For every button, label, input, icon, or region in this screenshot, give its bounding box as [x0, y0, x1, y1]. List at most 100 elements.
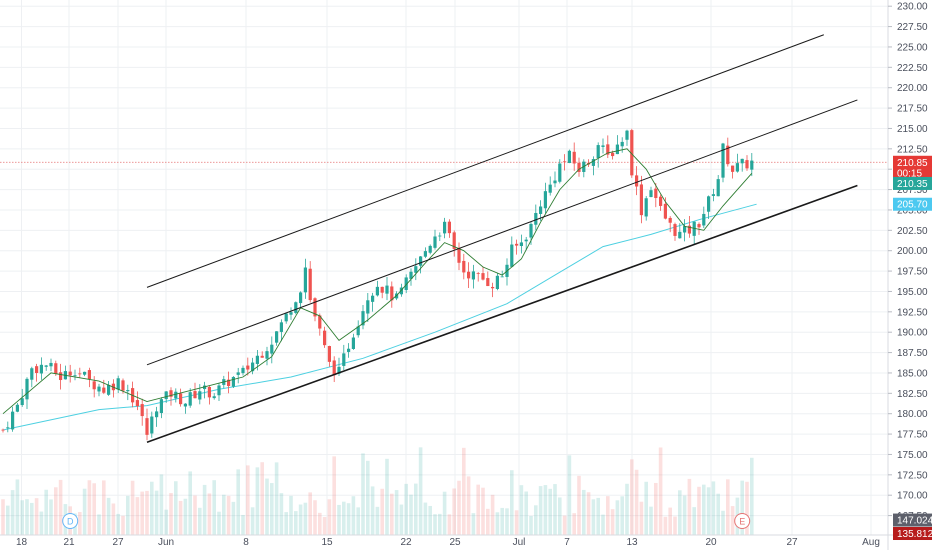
candle [711, 194, 715, 196]
volume-bar [106, 497, 111, 535]
candle [107, 384, 111, 395]
candle [457, 248, 461, 263]
candle [279, 322, 283, 332]
volume-bar [255, 467, 260, 535]
volume-bar [390, 493, 394, 535]
volume-bar [78, 511, 82, 535]
candle [299, 292, 303, 304]
volume-bar [577, 475, 581, 535]
candle [323, 330, 327, 346]
candle [443, 221, 447, 234]
volume-bar [126, 495, 130, 535]
candle [179, 393, 183, 405]
candle [155, 411, 159, 418]
candle [731, 165, 735, 172]
y-tick-label: 217.50 [897, 104, 928, 115]
candle [174, 391, 178, 399]
volume-bar [246, 465, 250, 535]
volume-bar [490, 494, 495, 535]
volume-bar [212, 480, 216, 535]
volume-bar [54, 487, 58, 535]
volume-bar [193, 495, 197, 535]
price-tag: 147.024K [893, 513, 932, 527]
y-tick-label: 192.50 [897, 307, 928, 318]
candle [423, 251, 427, 257]
volume-bar [20, 500, 24, 535]
volume-bar [682, 495, 687, 535]
volume-bar [596, 497, 600, 535]
volume-bar [543, 485, 548, 535]
price-tag-label: 147.024K [897, 516, 932, 527]
candle [44, 365, 48, 367]
candle [308, 268, 312, 301]
volume-bar [726, 479, 730, 535]
candle [97, 386, 101, 392]
candle [102, 387, 106, 393]
price-tag-box [893, 166, 932, 180]
candle [356, 326, 360, 336]
price-tag-label: 205.70 [897, 200, 928, 211]
candle [92, 381, 96, 390]
ma-short-line [2, 148, 753, 415]
candle [347, 348, 351, 352]
candle [203, 385, 207, 390]
volume-bar [231, 501, 236, 535]
candle [183, 403, 187, 407]
volume-bar [87, 480, 92, 535]
candle [30, 368, 34, 380]
candle [83, 371, 87, 375]
volume-bar [548, 488, 552, 535]
candle [452, 232, 456, 249]
candle [683, 226, 687, 233]
candle [217, 385, 221, 396]
candle [591, 159, 595, 166]
volume-bar [476, 484, 480, 535]
candle [687, 225, 691, 234]
candle [375, 286, 379, 296]
event-marker-label: E [739, 517, 745, 527]
volume-bar [327, 499, 332, 535]
volume-bar [462, 447, 466, 535]
x-axis: 18 21 27 Jun 8 15 22 25 Jul 7 13 20 27 Aug [16, 537, 880, 548]
channel-line [146, 184, 858, 443]
volume-bar [346, 503, 351, 535]
volume-bar [639, 501, 644, 535]
candle [275, 331, 279, 343]
candle [332, 360, 336, 376]
candle [639, 184, 643, 216]
volume-bar [260, 462, 264, 535]
volume-bar [630, 459, 634, 535]
volume-bar [198, 507, 202, 535]
candle [289, 312, 293, 315]
candle [462, 260, 466, 273]
candle [572, 151, 576, 164]
y-tick-label: 212.50 [897, 144, 928, 155]
candle [668, 217, 672, 223]
volume-bar [250, 507, 255, 535]
volume-bar [601, 514, 605, 535]
volume-bar [702, 484, 706, 535]
candle [20, 398, 24, 406]
volume-bar [414, 483, 418, 535]
candle [54, 363, 58, 374]
candle [361, 311, 365, 326]
volume-bar [15, 479, 20, 535]
volume-bar [649, 506, 653, 535]
x-tick-label: 27 [786, 537, 798, 548]
candle [227, 379, 231, 387]
volume-bar [481, 487, 485, 535]
volume-bar [505, 508, 509, 535]
y-tick-label: 197.50 [897, 267, 928, 278]
x-tick-label: 21 [63, 537, 75, 548]
volume-bar [370, 486, 375, 535]
volume-bar [375, 506, 380, 535]
volume-bar [274, 462, 279, 535]
volume-bar [409, 494, 413, 535]
candle [567, 150, 571, 164]
volume-bar [428, 505, 432, 535]
candle [428, 245, 432, 253]
candle [486, 278, 490, 287]
candle [294, 302, 298, 313]
volume-bar [534, 505, 538, 535]
